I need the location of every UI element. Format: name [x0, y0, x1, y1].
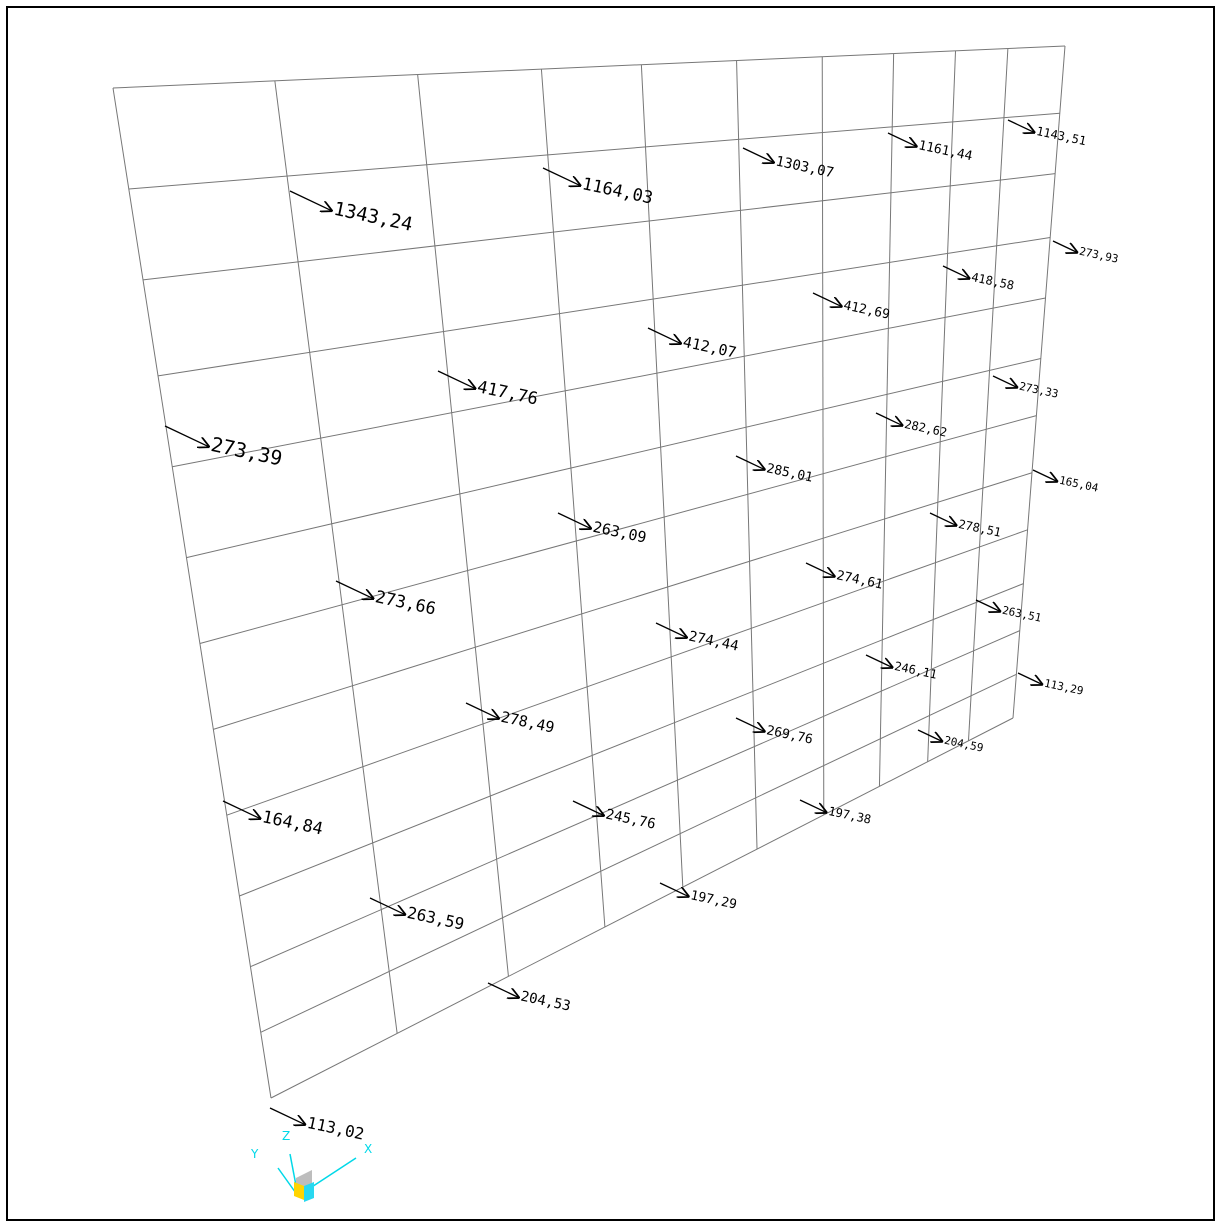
load-arrow: [222, 800, 260, 819]
load-arrow: [487, 982, 519, 997]
load-arrow: [942, 265, 969, 278]
load-value-label: 282,62: [903, 417, 948, 440]
load-value-label: 273,93: [1078, 245, 1120, 266]
y-axis-label: Y: [250, 1147, 259, 1161]
load-arrow: [289, 190, 332, 211]
load-arrow: [735, 717, 764, 731]
grid-row-line: [128, 112, 1060, 190]
load-arrow: [335, 580, 373, 599]
load-arrow: [1032, 469, 1057, 481]
load-arrow: [865, 654, 892, 667]
load-value-label: 273,66: [373, 587, 437, 619]
wall-mesh-grid: [112, 45, 1066, 1099]
grid-column-line: [540, 69, 606, 928]
load-arrow: [659, 882, 688, 896]
z-axis-label: Z: [282, 1129, 290, 1143]
load-arrow: [572, 800, 604, 815]
grid-column-line: [967, 48, 1009, 741]
load-arrow: [812, 292, 841, 306]
grid-row-line: [157, 237, 1051, 377]
grid-row-line: [270, 717, 1014, 1099]
load-value-label: 418,58: [970, 270, 1015, 293]
load-value-label: 273,39: [209, 432, 285, 470]
grid-row-line: [186, 357, 1041, 559]
load-value-label: 1161,44: [917, 138, 974, 164]
load-value-label: 274,61: [835, 568, 884, 592]
load-arrow: [929, 512, 956, 525]
load-arrow: [542, 167, 580, 186]
x-axis-label: X: [364, 1142, 372, 1156]
load-value-label: 1164,03: [580, 174, 654, 208]
load-arrow: [269, 1107, 305, 1125]
load-arrow: [1007, 119, 1034, 132]
load-arrow: [735, 455, 764, 469]
grid-column-line: [640, 64, 684, 888]
load-arrow: [465, 702, 499, 719]
load-arrow: [875, 412, 902, 425]
load-value-label: 269,76: [765, 723, 814, 747]
grid-row-line: [226, 529, 1028, 816]
load-arrow: [557, 512, 591, 529]
load-arrow: [655, 622, 687, 637]
load-arrow: [369, 897, 405, 915]
load-arrow: [799, 799, 826, 812]
load-value-label: 278,49: [499, 708, 556, 737]
load-value-label: 197,38: [827, 804, 872, 827]
grid-column-line: [274, 80, 398, 1034]
load-arrow: [1052, 240, 1077, 252]
grid-row-line: [213, 472, 1033, 730]
grid-column-line: [1012, 45, 1066, 719]
load-value-label: 263,09: [591, 518, 648, 547]
load-value-label: 245,76: [604, 806, 657, 832]
load-value-label: 197,29: [689, 888, 738, 912]
load-value-label: 164,84: [260, 807, 324, 839]
load-value-label: 1303,07: [774, 153, 835, 181]
grid-column-line: [821, 56, 825, 815]
load-value-label: 412,07: [681, 333, 738, 362]
grid-column-line: [927, 50, 957, 762]
wall-load-diagram[interactable]: 1343,24 1164,03 1303,07 1161,44 1143,51 273,9…: [8, 8, 1217, 1223]
load-value-label: 412,69: [842, 298, 891, 322]
load-arrow: [437, 370, 475, 389]
load-arrow: [164, 425, 209, 447]
load-arrow: [805, 562, 834, 576]
load-arrow: [975, 599, 1000, 611]
triad-cube-cyan-face: [304, 1182, 314, 1202]
load-value-label: 1343,24: [332, 198, 415, 236]
load-value-label: 204,59: [943, 734, 985, 755]
grid-row-line: [142, 173, 1056, 281]
load-arrow: [917, 729, 942, 741]
load-value-label: 204,53: [519, 988, 572, 1014]
grid-row-line: [239, 583, 1024, 897]
load-value-label: 417,76: [475, 377, 539, 409]
grid-row-line: [172, 297, 1046, 468]
load-value-label: 113,02: [305, 1113, 365, 1144]
load-arrow: [887, 132, 916, 146]
grid-column-line: [736, 60, 758, 850]
load-arrow: [742, 147, 774, 162]
load-arrows: 1343,24 1164,03 1303,07 1161,44 1143,51 273,9…: [164, 119, 1120, 1144]
load-value-label: 113,29: [1043, 677, 1085, 698]
load-value-label: 273,33: [1018, 380, 1060, 401]
load-value-label: 1143,51: [1035, 124, 1087, 148]
grid-row-line: [112, 45, 1066, 89]
model-viewport[interactable]: 1343,24 1164,03 1303,07 1161,44 1143,51 273,9…: [6, 6, 1215, 1221]
grid-row-line: [199, 415, 1037, 644]
load-value-label: 263,59: [405, 903, 465, 934]
load-arrow: [1017, 672, 1042, 684]
grid-column-line: [417, 74, 509, 977]
load-arrow: [992, 375, 1017, 387]
load-value-label: 165,04: [1058, 474, 1100, 495]
load-value-label: 274,44: [687, 628, 740, 654]
load-arrow: [647, 327, 681, 344]
grid-row-line: [250, 630, 1020, 968]
grid-column-line: [112, 87, 272, 1099]
load-value-label: 263,51: [1001, 604, 1043, 625]
axis-triad: Y Z X: [250, 1129, 372, 1202]
triad-cube-yellow-face: [294, 1182, 304, 1200]
grid-row-line: [260, 673, 1017, 1033]
load-value-label: 285,01: [765, 461, 814, 485]
